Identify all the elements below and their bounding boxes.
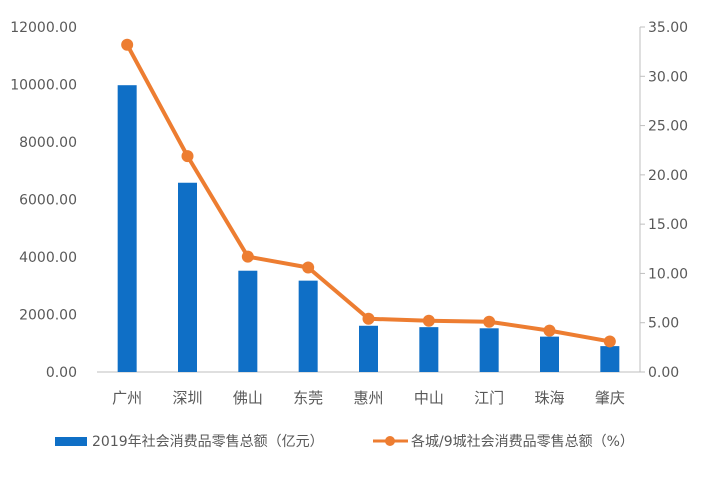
line-point xyxy=(422,314,435,327)
line-point xyxy=(241,250,254,263)
right-y-tick-label: 20.00 xyxy=(648,168,688,184)
line-point xyxy=(302,261,315,274)
bar xyxy=(178,182,197,372)
bar xyxy=(117,85,137,372)
right-y-tick-label: 30.00 xyxy=(648,69,688,85)
right-y-tick-label: 35.00 xyxy=(648,20,688,36)
left-y-tick-label: 0.00 xyxy=(46,365,77,381)
legend-bar-swatch xyxy=(55,437,87,446)
category-label: 广州 xyxy=(112,389,142,407)
bar xyxy=(359,325,378,372)
right-y-tick-label: 25.00 xyxy=(648,119,688,135)
left-y-tick-label: 2000.00 xyxy=(19,308,77,324)
bar xyxy=(238,270,258,372)
line-point xyxy=(121,38,134,51)
category-label: 江门 xyxy=(474,389,504,407)
category-label: 惠州 xyxy=(353,389,383,407)
legend-line-marker xyxy=(385,436,395,446)
right-y-tick-label: 5.00 xyxy=(648,316,679,332)
category-label: 东莞 xyxy=(293,389,323,407)
right-y-tick-label: 15.00 xyxy=(648,217,688,233)
left-y-tick-label: 12000.00 xyxy=(10,20,77,36)
line-point xyxy=(483,315,496,328)
bar xyxy=(479,328,499,372)
category-label: 佛山 xyxy=(233,389,263,407)
bar xyxy=(298,280,318,372)
legend-bar-label: 2019年社会消费品零售总额（亿元） xyxy=(92,434,324,450)
right-y-tick-label: 10.00 xyxy=(648,266,688,282)
left-y-tick-label: 8000.00 xyxy=(19,135,77,151)
category-label: 深圳 xyxy=(172,389,202,407)
line-point xyxy=(362,312,375,325)
line-point xyxy=(181,150,194,163)
line-point xyxy=(543,324,556,337)
category-label: 肇庆 xyxy=(595,389,625,407)
category-labels: 广州 深圳 佛山 东莞 惠州 中山 江门 珠海 肇庆 xyxy=(112,389,625,407)
left-y-tick-label: 10000.00 xyxy=(10,78,77,94)
series-line xyxy=(125,42,612,344)
bar xyxy=(600,346,620,372)
legend: 2019年社会消费品零售总额（亿元） 各城/9城社会消费品零售总额（%） xyxy=(55,434,634,450)
bar xyxy=(419,327,439,372)
bar-series xyxy=(117,85,620,372)
legend-line-label: 各城/9城社会消费品零售总额（%） xyxy=(411,434,634,450)
left-y-tick-label: 4000.00 xyxy=(19,250,77,266)
line-point xyxy=(603,335,616,348)
category-label: 珠海 xyxy=(534,389,564,407)
left-y-tick-label: 6000.00 xyxy=(19,193,77,209)
right-y-tick-label: 0.00 xyxy=(648,365,679,381)
axes: 0.00 2000.00 4000.00 6000.00 8000.00 10000.00… xyxy=(10,20,688,381)
bar xyxy=(540,336,559,372)
line-series xyxy=(121,38,616,348)
category-label: 中山 xyxy=(414,389,444,407)
